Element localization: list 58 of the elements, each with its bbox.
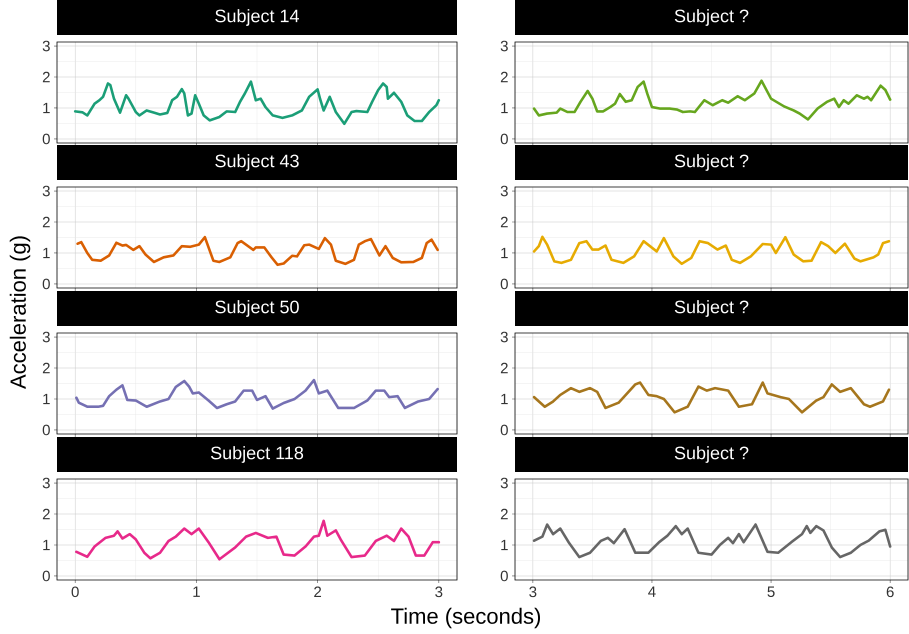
- y-tick-label: 3: [42, 478, 50, 488]
- y-tick-label: 3: [42, 332, 50, 342]
- x-tick-label: 0: [72, 586, 79, 598]
- y-tick-label: 2: [500, 362, 508, 374]
- chart-title: Subject ?: [674, 446, 748, 463]
- chart-title: Subject ?: [674, 300, 748, 317]
- y-tick-label: 3: [500, 478, 508, 488]
- y-tick-label: 0: [42, 278, 50, 290]
- y-tick-label: 0: [500, 570, 508, 582]
- x-tick-label: 3: [435, 586, 442, 598]
- y-tick-label: 1: [501, 248, 508, 258]
- y-tick-label: 0: [42, 424, 50, 436]
- y-tick-label: 3: [500, 332, 508, 342]
- chart-title: Subject 43: [215, 154, 299, 171]
- x-tick-label: 3: [529, 586, 536, 598]
- chart-title: Subject ?: [674, 9, 748, 26]
- y-tick-label: 0: [500, 424, 508, 436]
- line-series: [532, 381, 890, 414]
- y-tick-label: 0: [42, 570, 50, 582]
- line-series: [532, 236, 890, 266]
- y-tick-label: 1: [501, 102, 508, 114]
- y-tick-label: 1: [43, 102, 50, 114]
- y-tick-label: 0: [500, 278, 508, 290]
- line-series: [532, 523, 892, 558]
- x-tick-label: 1: [193, 586, 200, 597]
- y-tick-label: 2: [42, 362, 50, 374]
- y-tick-label: 0: [42, 134, 50, 144]
- y-tick-label: 1: [43, 248, 50, 258]
- y-tick-label: 3: [42, 186, 50, 196]
- chart-title: Subject ?: [674, 154, 748, 171]
- x-tick-label: 2: [314, 586, 322, 598]
- y-tick-label: 2: [500, 216, 508, 228]
- y-tick-label: 3: [500, 40, 508, 52]
- chart-title: Subject 14: [215, 9, 299, 26]
- y-tick-label: 2: [42, 508, 50, 520]
- y-tick-label: 2: [42, 216, 50, 228]
- x-tick-label: 4: [648, 586, 656, 597]
- y-tick-label: 1: [501, 394, 508, 404]
- y-tick-label: 2: [42, 72, 50, 82]
- x-tick-label: 5: [767, 586, 775, 597]
- y-tick-label: 2: [500, 72, 508, 82]
- line-series: [76, 236, 439, 266]
- line-series: [74, 80, 440, 126]
- y-tick-label: 3: [42, 40, 50, 52]
- y-tick-label: 0: [500, 134, 508, 144]
- line-series: [75, 520, 440, 561]
- chart-title: Subject 118: [210, 446, 304, 463]
- y-tick-label: 1: [43, 394, 50, 404]
- y-tick-label: 3: [500, 186, 508, 196]
- line-series: [75, 378, 439, 410]
- x-tick-label: 6: [886, 586, 894, 598]
- line-series: [532, 79, 892, 121]
- y-tick-label: 1: [501, 540, 508, 550]
- x-axis-title: Time (seconds): [391, 608, 540, 628]
- y-tick-label: 1: [43, 540, 50, 550]
- y-tick-label: 2: [500, 508, 508, 520]
- y-axis-title: Acceleration (g): [10, 236, 30, 389]
- chart-title: Subject 50: [215, 300, 299, 317]
